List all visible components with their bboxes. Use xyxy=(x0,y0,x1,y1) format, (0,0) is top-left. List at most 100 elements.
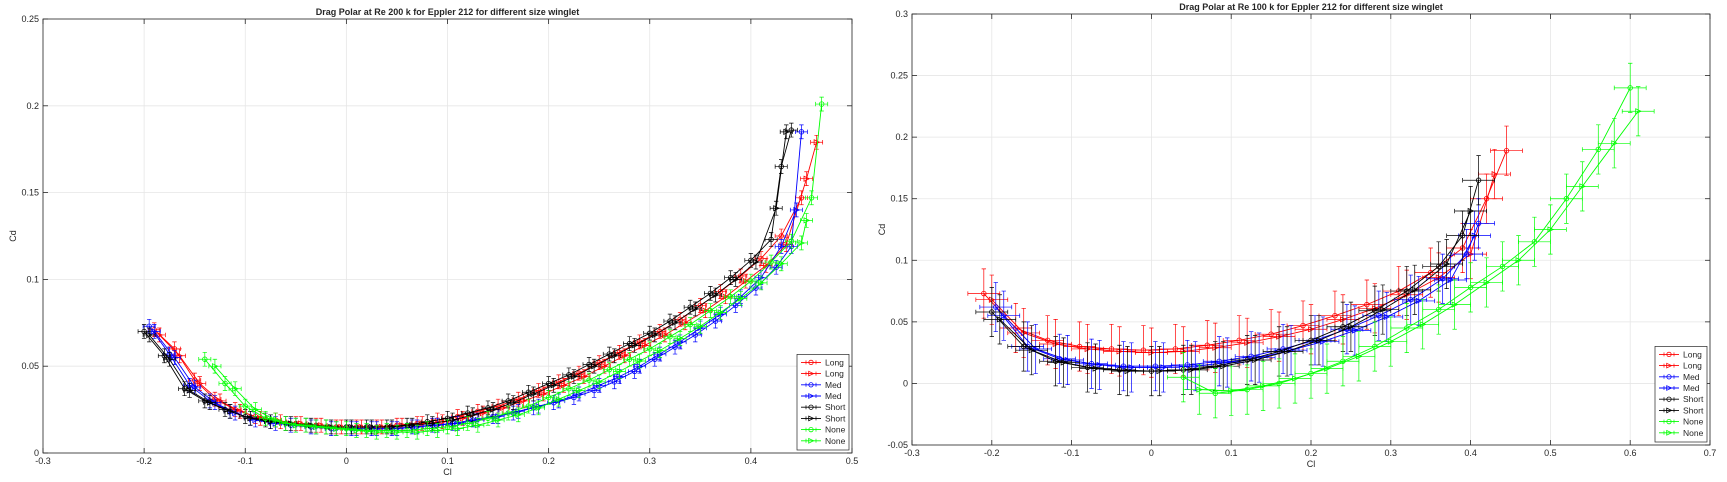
data-point xyxy=(333,425,341,432)
legend-item: None xyxy=(801,425,846,435)
data-point xyxy=(1152,363,1159,369)
data-point xyxy=(773,264,779,270)
y-axis-label: Cd xyxy=(877,224,887,236)
data-point xyxy=(636,357,644,365)
x-tick-label: 0.4 xyxy=(1464,448,1477,458)
error-bar xyxy=(506,395,520,410)
y-tick-label: 0 xyxy=(34,448,39,458)
data-point xyxy=(626,356,633,362)
data-point xyxy=(560,382,568,389)
data-point xyxy=(348,423,356,431)
data-point xyxy=(712,318,719,324)
data-point xyxy=(388,423,396,431)
error-bar xyxy=(385,419,399,435)
data-point xyxy=(353,427,361,434)
data-point xyxy=(1467,207,1475,215)
error-bar xyxy=(178,381,191,397)
error-bar xyxy=(607,348,621,364)
data-point xyxy=(485,415,491,421)
data-point xyxy=(702,307,710,314)
error-bar xyxy=(673,331,687,346)
x-tick-label: 0.5 xyxy=(1544,448,1557,458)
legend-item: Long xyxy=(801,369,844,379)
data-point xyxy=(343,425,350,432)
data-point xyxy=(272,416,280,424)
data-point xyxy=(1435,306,1442,313)
data-point xyxy=(571,394,577,401)
x-tick-label: 0.2 xyxy=(542,456,555,466)
y-tick-label: -0.05 xyxy=(887,440,908,450)
data-point xyxy=(232,385,239,392)
error-bar xyxy=(704,303,717,318)
y-tick-label: 0.15 xyxy=(890,194,908,204)
error-bar xyxy=(223,404,237,419)
error-bar xyxy=(1302,315,1336,366)
legend-item: Short xyxy=(801,402,846,412)
data-point xyxy=(1475,220,1482,227)
error-bar xyxy=(1394,274,1428,325)
chart-panel-left: -0.3 -0.2 -0.1 0 0.1 0.2 0.3 0.4 0.5 0 0.05 0.1 0.15… xyxy=(8,7,858,477)
data-point xyxy=(1372,308,1378,314)
error-bar xyxy=(430,423,444,438)
legend-marker xyxy=(808,370,815,377)
legend-marker xyxy=(1666,429,1673,436)
data-point xyxy=(758,255,764,262)
error-bar xyxy=(704,285,717,301)
data-point xyxy=(171,354,179,361)
error-bar xyxy=(400,423,414,438)
data-point xyxy=(1351,327,1359,334)
legend-errorbar xyxy=(1663,397,1675,402)
legend-item: Short xyxy=(801,413,846,423)
data-point xyxy=(682,319,689,326)
error-bar xyxy=(769,200,783,216)
error-bar xyxy=(410,424,424,440)
x-axis-label: Cl xyxy=(1307,459,1316,469)
error-bar xyxy=(456,410,470,426)
data-point xyxy=(247,415,255,422)
data-point xyxy=(672,319,679,326)
data-point xyxy=(783,128,791,135)
legend-errorbar xyxy=(1663,419,1675,424)
x-tick-label: -0.3 xyxy=(35,456,51,466)
x-tick-label: 0 xyxy=(344,456,349,466)
data-point xyxy=(778,233,784,239)
x-tick-label: 0.5 xyxy=(846,456,859,466)
data-point xyxy=(490,406,497,413)
error-bar xyxy=(1462,155,1495,206)
data-point xyxy=(818,101,825,107)
error-bar xyxy=(769,259,783,275)
data-point xyxy=(1284,348,1291,355)
data-point xyxy=(505,410,511,416)
error-bar xyxy=(653,343,667,358)
legend-item: Short xyxy=(1659,394,1704,404)
data-point xyxy=(232,409,239,417)
x-tick-label: 0.3 xyxy=(1385,448,1398,458)
error-bar xyxy=(466,407,480,423)
error-bar xyxy=(461,405,475,421)
data-point xyxy=(409,422,416,429)
data-point xyxy=(1611,140,1618,147)
data-point xyxy=(1364,301,1370,308)
error-bar xyxy=(714,305,727,320)
chart-panel-right: -0.3 -0.2 -0.1 0 0.1 0.2 0.3 0.4 0.5 0.6 0.7 -0.05 0… xyxy=(877,2,1716,469)
legend-label: Med xyxy=(1683,383,1700,393)
data-point xyxy=(596,378,603,385)
error-bar xyxy=(471,417,485,433)
data-point xyxy=(1579,183,1587,190)
data-point xyxy=(414,429,421,436)
data-point xyxy=(500,404,507,411)
data-point xyxy=(996,316,1004,323)
legend-item: Long xyxy=(801,357,844,367)
data-point xyxy=(429,420,437,427)
data-point xyxy=(1467,284,1474,291)
data-point xyxy=(1096,361,1104,369)
data-point xyxy=(242,403,248,409)
legend-marker xyxy=(1666,362,1673,369)
data-point xyxy=(555,396,563,403)
error-bar xyxy=(1338,305,1372,356)
legend-item: Med xyxy=(1659,372,1700,382)
error-bar xyxy=(1370,291,1404,342)
data-point xyxy=(323,424,329,430)
data-point xyxy=(206,399,214,406)
